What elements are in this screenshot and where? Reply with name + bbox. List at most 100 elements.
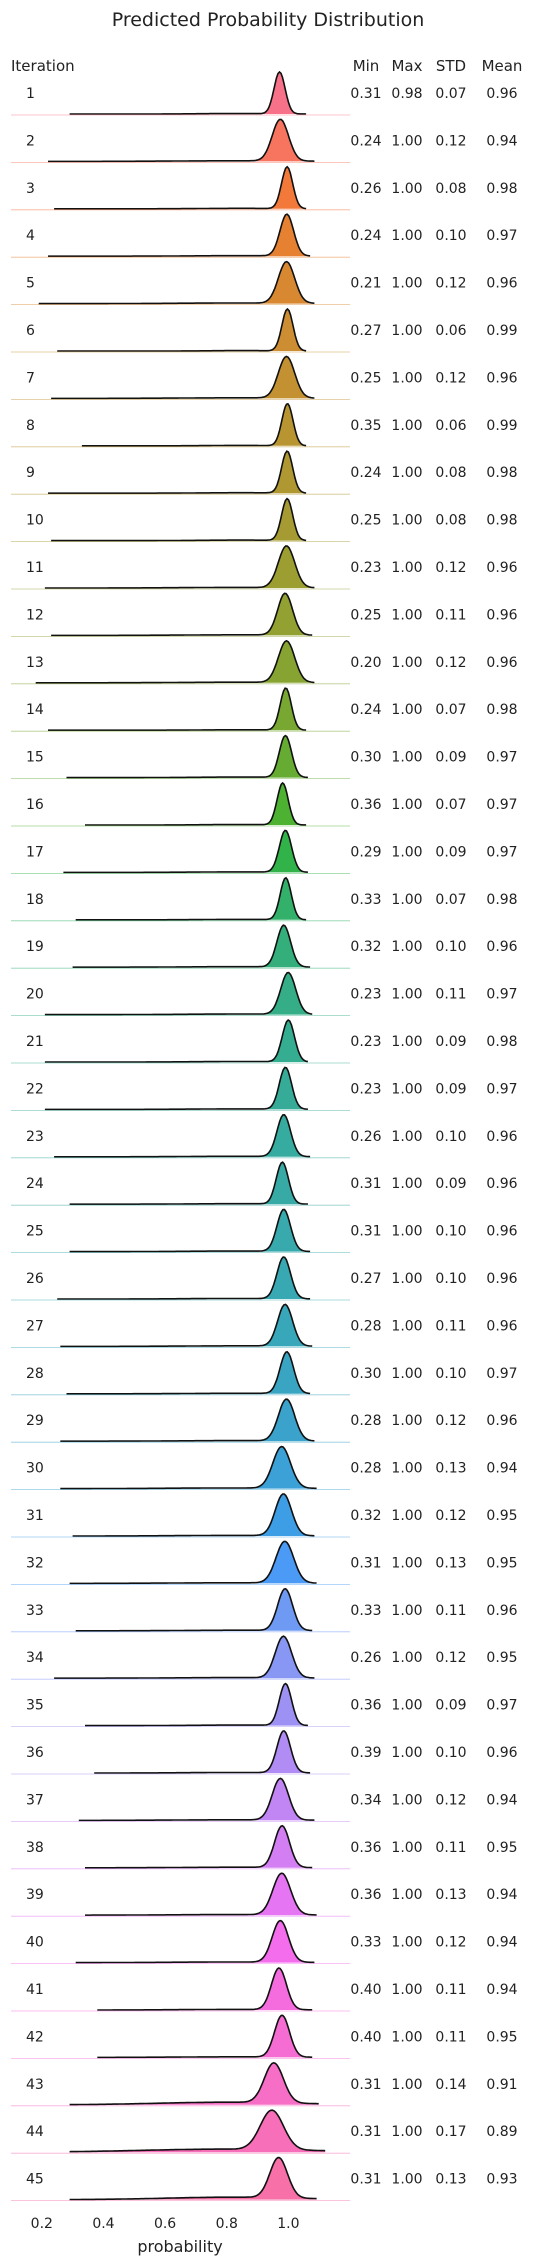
iteration-label-19: 19 xyxy=(26,939,44,955)
iteration-label-15: 15 xyxy=(26,750,44,766)
stat-mean-40: 0.94 xyxy=(486,1935,517,1951)
stat-std-30: 0.13 xyxy=(435,1461,466,1477)
ridge-outline-27 xyxy=(60,1303,313,1348)
stat-mean-16: 0.97 xyxy=(486,797,517,813)
ridge-outline-40 xyxy=(75,1919,315,1964)
ridge-outline-44 xyxy=(69,2109,326,2153)
stat-max-8: 1.00 xyxy=(391,418,422,434)
stat-std-8: 0.06 xyxy=(435,418,466,434)
ridge-outline-16 xyxy=(85,781,307,826)
iteration-label-5: 5 xyxy=(26,276,35,292)
iteration-label-33: 33 xyxy=(26,1603,44,1619)
ridge-outline-41 xyxy=(97,1967,313,2011)
iteration-label-21: 21 xyxy=(26,1034,44,1050)
stat-std-16: 0.07 xyxy=(435,797,466,813)
stat-min-5: 0.21 xyxy=(350,276,381,292)
iteration-label-40: 40 xyxy=(26,1935,44,1951)
ridge-outline-25 xyxy=(69,1208,311,1253)
stat-mean-1: 0.96 xyxy=(486,86,517,102)
x-axis: 0.2 0.4 0.6 0.8 1.0 xyxy=(31,2216,300,2232)
ridge-outline-23 xyxy=(54,1113,311,1158)
stat-max-19: 1.00 xyxy=(391,939,422,955)
x-axis-label: probability xyxy=(137,2237,222,2256)
iteration-label-11: 11 xyxy=(26,560,44,576)
stat-max-7: 1.00 xyxy=(391,370,422,386)
stat-mean-29: 0.96 xyxy=(486,1413,517,1429)
ridge-fill-22 xyxy=(44,1067,308,1110)
stat-mean-17: 0.97 xyxy=(486,844,517,860)
stat-header-std: STD xyxy=(436,57,466,75)
ridge-fill-29 xyxy=(60,1399,315,1442)
iteration-label-24: 24 xyxy=(26,1176,44,1192)
iteration-label-7: 7 xyxy=(26,370,35,386)
stat-std-39: 0.13 xyxy=(435,1887,466,1903)
stat-min-36: 0.39 xyxy=(350,1745,381,1761)
stat-std-9: 0.08 xyxy=(435,465,466,481)
stat-std-13: 0.12 xyxy=(435,655,466,671)
stat-std-40: 0.12 xyxy=(435,1935,466,1951)
stat-max-36: 1.00 xyxy=(391,1745,422,1761)
ridge-fill-4 xyxy=(48,214,311,257)
stat-min-12: 0.25 xyxy=(350,607,381,623)
stat-max-3: 1.00 xyxy=(391,181,422,197)
stat-min-6: 0.27 xyxy=(350,323,381,339)
stat-max-23: 1.00 xyxy=(391,1129,422,1145)
stat-std-27: 0.11 xyxy=(435,1318,466,1334)
stat-mean-12: 0.96 xyxy=(486,607,517,623)
stat-std-23: 0.10 xyxy=(435,1129,466,1145)
iteration-label-29: 29 xyxy=(26,1413,44,1429)
stat-mean-24: 0.96 xyxy=(486,1176,517,1192)
stat-mean-10: 0.98 xyxy=(486,513,517,529)
stat-mean-43: 0.91 xyxy=(486,2077,517,2093)
stat-min-44: 0.31 xyxy=(350,2124,381,2140)
stat-mean-38: 0.95 xyxy=(486,1840,517,1856)
iteration-label-13: 13 xyxy=(26,655,44,671)
x-tick-label-0.2: 0.2 xyxy=(31,2216,53,2232)
ridge-outline-33 xyxy=(75,1587,313,1632)
stat-std-35: 0.09 xyxy=(435,1698,466,1714)
stat-mean-3: 0.98 xyxy=(486,181,517,197)
stat-mean-31: 0.95 xyxy=(486,1508,517,1524)
stat-mean-27: 0.96 xyxy=(486,1318,517,1334)
iteration-label-43: 43 xyxy=(26,2077,44,2093)
iteration-label-35: 35 xyxy=(26,1698,44,1714)
ridge-outline-32 xyxy=(69,1540,317,1585)
stat-header-mean: Mean xyxy=(482,57,523,75)
ridge-outline-45 xyxy=(69,2156,317,2201)
ridge-fill-28 xyxy=(66,1351,311,1394)
stat-std-41: 0.11 xyxy=(435,1982,466,1998)
stat-max-2: 1.00 xyxy=(391,133,422,149)
stat-max-40: 1.00 xyxy=(391,1935,422,1951)
x-tick-label-1.0: 1.0 xyxy=(277,2216,299,2232)
iteration-label-25: 25 xyxy=(26,1224,44,1240)
stat-mean-19: 0.96 xyxy=(486,939,517,955)
stat-max-28: 1.00 xyxy=(391,1366,422,1382)
stat-std-25: 0.10 xyxy=(435,1224,466,1240)
iteration-label-31: 31 xyxy=(26,1508,44,1524)
stat-max-10: 1.00 xyxy=(391,513,422,529)
stat-mean-15: 0.97 xyxy=(486,750,517,766)
stat-mean-22: 0.97 xyxy=(486,1081,517,1097)
stat-min-22: 0.23 xyxy=(350,1081,381,1097)
ridge-fill-35 xyxy=(85,1683,308,1726)
stat-min-41: 0.40 xyxy=(350,1982,381,1998)
ridge-outline-5 xyxy=(38,260,315,305)
stat-min-28: 0.30 xyxy=(350,1366,381,1382)
stat-min-45: 0.31 xyxy=(350,2172,381,2188)
ridge-fill-2 xyxy=(48,119,315,162)
ridge-outline-18 xyxy=(75,876,307,921)
stat-max-20: 1.00 xyxy=(391,987,422,1003)
ridge-fill-1 xyxy=(69,72,307,114)
stat-min-37: 0.34 xyxy=(350,1792,381,1808)
stat-header-max: Max xyxy=(391,57,422,75)
ridge-outline-8 xyxy=(81,402,307,447)
ridge-fill-23 xyxy=(54,1114,311,1157)
y-axis-header: Iteration xyxy=(11,57,75,75)
stat-mean-5: 0.96 xyxy=(486,276,517,292)
ridge-outline-35 xyxy=(85,1682,308,1727)
ridge-fill-3 xyxy=(54,166,307,209)
ridge-outline-22 xyxy=(44,1066,308,1111)
stat-max-6: 1.00 xyxy=(391,323,422,339)
iteration-label-39: 39 xyxy=(26,1887,44,1903)
